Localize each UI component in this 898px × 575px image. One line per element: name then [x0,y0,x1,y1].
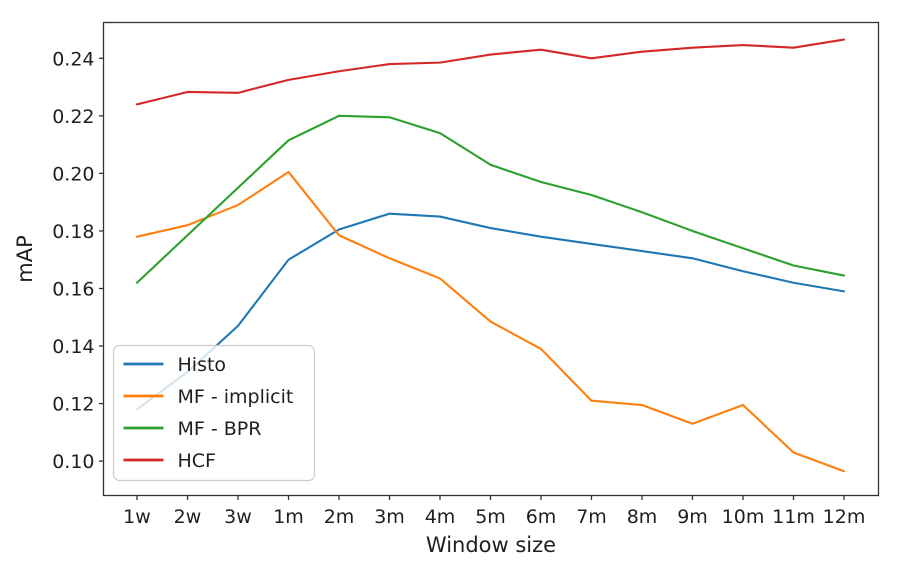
x-tick-label: 9m [677,506,708,528]
x-tick-label: 8m [627,506,658,528]
y-tick-label: 0.22 [52,106,94,128]
y-tick-label: 0.18 [52,221,94,243]
x-tick-label: 11m [772,506,815,528]
legend-label-mf-bpr: MF - BPR [178,418,262,440]
x-tick-label: 2w [174,506,202,528]
x-tick-label: 6m [526,506,557,528]
x-tick-label: 7m [576,506,607,528]
x-tick-label: 3m [374,506,405,528]
y-tick-label: 0.16 [52,279,94,301]
legend-label-mf-implicit: MF - implicit [178,386,294,408]
y-tick-label: 0.14 [52,336,94,358]
y-tick-label: 0.24 [52,48,94,70]
x-tick-label: 2m [324,506,355,528]
x-tick-label: 4m [425,506,456,528]
series-line-histo [135,212,846,411]
x-tick-label: 3w [224,506,252,528]
x-tick-label: 10m [722,506,765,528]
x-axis-title: Window size [426,533,556,557]
y-tick-label: 0.20 [52,163,94,185]
x-tick-label: 12m [823,506,866,528]
series-line-mf-implicit [135,170,846,473]
x-tick-label: 5m [475,506,506,528]
legend-label-hcf: HCF [178,450,216,472]
legend [112,344,316,482]
series-line-hcf [135,38,846,106]
x-tick-label: 1m [273,506,304,528]
y-axis-title: mAP [13,235,37,283]
series-line-mf-bpr [135,114,846,284]
legend-label-histo: Histo [178,354,227,376]
plot-border [102,21,880,497]
y-tick-label: 0.12 [52,394,94,416]
x-tick-label: 1w [123,506,151,528]
y-tick-label: 0.10 [52,451,94,473]
